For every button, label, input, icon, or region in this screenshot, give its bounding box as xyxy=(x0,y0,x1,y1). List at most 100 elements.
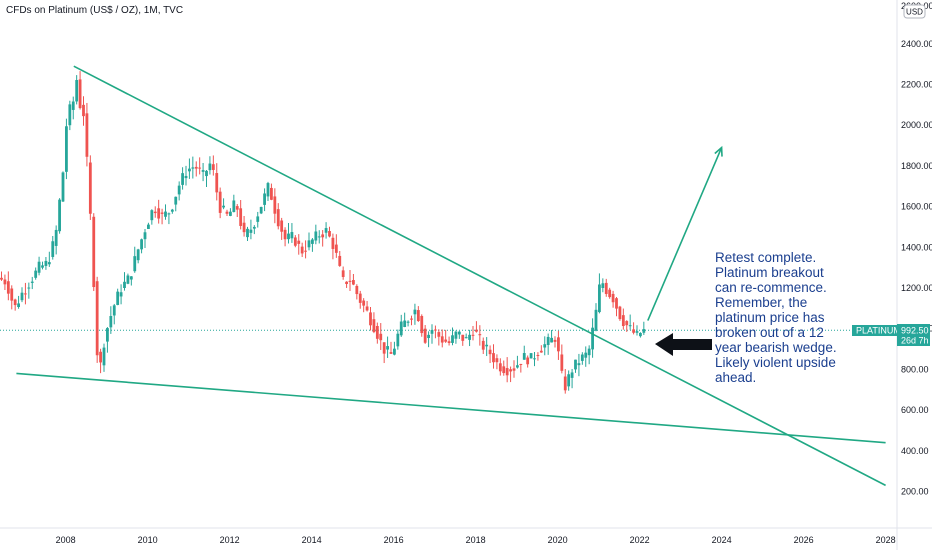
candle-body xyxy=(177,185,181,195)
candle-body xyxy=(41,265,44,268)
candle-body xyxy=(95,281,99,356)
candle-body xyxy=(495,358,499,363)
candle-body xyxy=(75,80,79,102)
candle-body xyxy=(471,334,475,336)
pointer-arrow xyxy=(655,333,712,356)
candle-body xyxy=(229,211,232,216)
candle-body xyxy=(553,339,557,342)
candle-body xyxy=(324,228,328,233)
candle-body xyxy=(249,229,253,233)
candle-body xyxy=(365,306,369,311)
candle-body xyxy=(492,353,495,363)
candle-body xyxy=(393,348,396,355)
trendline[interactable] xyxy=(73,65,886,487)
candle-body xyxy=(396,333,400,347)
candle-body xyxy=(194,166,198,169)
candle-body xyxy=(317,236,321,238)
candle-body xyxy=(529,353,533,359)
candle-body xyxy=(338,255,342,266)
projection-arrow[interactable] xyxy=(647,147,723,321)
candle-body xyxy=(44,260,48,266)
candle-body xyxy=(526,357,530,365)
candle-body xyxy=(328,231,331,237)
y-tick-label: 400.00 xyxy=(901,446,929,456)
candle-body xyxy=(416,310,420,321)
candle-body xyxy=(574,359,577,370)
candle-body xyxy=(37,261,41,273)
x-tick-label: 2022 xyxy=(630,535,650,545)
candle-body xyxy=(601,283,605,288)
candle-body xyxy=(34,270,38,278)
candle-body xyxy=(293,237,297,246)
currency-button[interactable]: USD xyxy=(903,4,926,19)
candle-body xyxy=(88,162,92,214)
candle-body xyxy=(427,334,430,339)
candle-body xyxy=(167,213,171,215)
candle-body xyxy=(560,354,564,371)
last-price-label: 992.50 xyxy=(901,326,929,336)
candle-body xyxy=(201,170,205,172)
time-axis[interactable]: 2008 2010 2012 2014 2016 2018 2020 2022 2024 2026… xyxy=(56,535,896,545)
candle-body xyxy=(99,351,102,363)
candle-body xyxy=(611,293,615,303)
candle-body xyxy=(6,281,10,294)
candle-body xyxy=(563,376,567,391)
plot-area[interactable] xyxy=(0,71,897,394)
countdown-label: 26d 7h xyxy=(901,336,929,346)
candle-body xyxy=(430,330,434,334)
candle-body xyxy=(30,281,34,283)
candle-body xyxy=(632,329,635,333)
candle-body xyxy=(188,168,191,172)
candle-body xyxy=(457,331,461,335)
candle-body xyxy=(283,229,287,240)
candle-body xyxy=(184,175,188,179)
y-tick-label: 1200.00 xyxy=(901,283,932,293)
candle-body xyxy=(307,240,311,248)
candle-body xyxy=(256,216,260,222)
candle-body xyxy=(437,332,441,337)
candle-body xyxy=(604,282,608,294)
candle-body xyxy=(375,325,379,339)
candle-body xyxy=(304,250,307,252)
candle-body xyxy=(239,208,243,226)
candle-body xyxy=(174,196,178,205)
candle-body xyxy=(516,365,519,368)
candle-body xyxy=(58,199,61,232)
candle-body xyxy=(362,300,366,306)
candle-body xyxy=(369,312,372,326)
candle-body xyxy=(232,200,236,213)
candle-body xyxy=(639,332,642,337)
candle-body xyxy=(0,277,3,280)
candle-body xyxy=(54,229,58,246)
candle-body xyxy=(512,368,516,371)
candle-body xyxy=(259,206,263,214)
trendline-group[interactable] xyxy=(16,65,886,487)
candle-body xyxy=(451,335,454,343)
trendline[interactable] xyxy=(16,372,886,444)
candle-body xyxy=(423,328,427,343)
candle-body xyxy=(464,337,468,339)
candle-body xyxy=(109,316,113,328)
candle-body xyxy=(147,224,150,229)
candle-body xyxy=(389,352,393,354)
candle-body xyxy=(621,315,625,327)
x-tick-label: 2014 xyxy=(302,535,322,545)
price-axis[interactable]: 2400.00 2200.00 2000.00 1800.00 1600.00 1400.… xyxy=(901,1,932,497)
candle-body xyxy=(246,228,249,238)
candle-body xyxy=(129,276,133,280)
candle-body xyxy=(468,334,471,340)
candle-body xyxy=(150,210,154,221)
candle-body xyxy=(635,331,639,333)
annotation-line: can re-commence. xyxy=(715,280,827,295)
annotation-line: platinum price has xyxy=(715,310,825,325)
candle-body xyxy=(191,167,195,169)
candle-body xyxy=(403,320,407,328)
candle-body xyxy=(47,262,51,265)
candle-body xyxy=(300,246,304,254)
candle-body xyxy=(133,256,137,272)
candle-body xyxy=(218,191,222,213)
y-tick-label: 2400.00 xyxy=(901,39,932,49)
x-tick-label: 2018 xyxy=(466,535,486,545)
candle-body xyxy=(321,234,325,238)
